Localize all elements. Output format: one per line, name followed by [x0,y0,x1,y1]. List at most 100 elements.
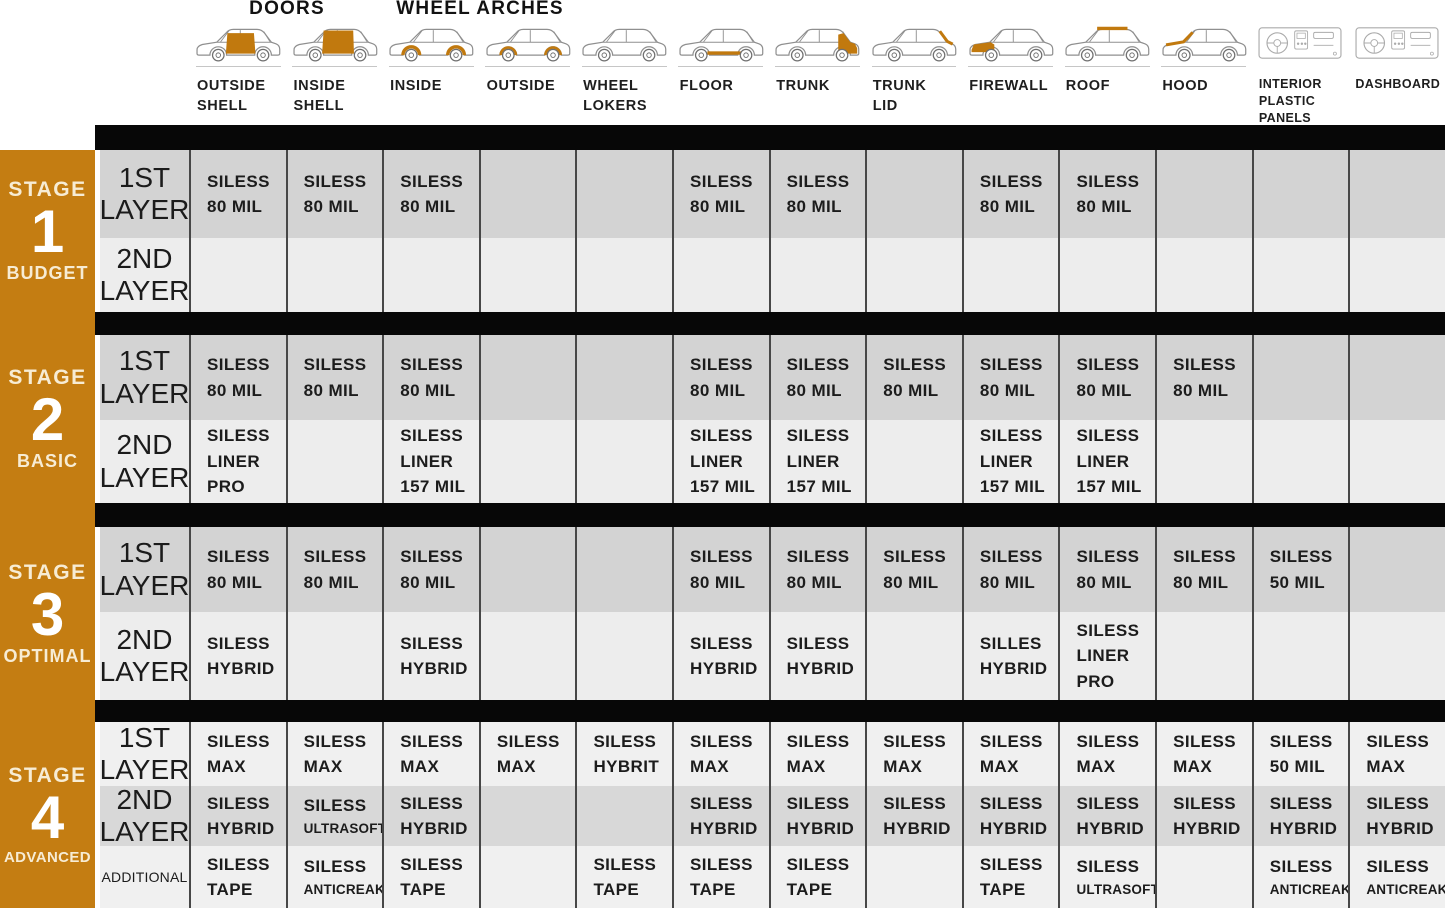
table-cell: SILESS MAX [672,722,769,786]
table-row: 2ND LAYER SILESS HYBRID SILESS ULTRASOFT SILE… [100,784,1445,847]
table-cell [478,150,576,238]
column-header-label: INTERIOR PLASTIC PANELS [1258,77,1322,125]
car-wheel-arches-inside-icon [385,21,477,65]
stage-number: 2 [30,386,65,453]
table-cell: SILESS 80 MIL [1058,150,1156,238]
table-cell: SILESS HYBRID [1058,786,1156,846]
table-cell: SILESS HYBRID [1155,786,1252,846]
table-cell: SILESS 80 MIL [768,527,866,612]
table-cell: SILESS TAPE [961,846,1059,908]
table-cell: SILESS MAX [285,722,383,786]
table-cell [575,612,673,700]
table-cell: SILESS MAX [382,722,479,786]
table-cell: SILESS HYBRID [961,786,1059,846]
table-cell: SILESS HYBRID [672,786,769,846]
stage-word: STAGE [8,560,87,584]
table-cell: SILESS MAX [768,722,866,786]
table-cell: SILESS MAX [1058,722,1156,786]
table-cell [961,238,1059,312]
table-cell [575,786,673,846]
table-cell [865,150,962,238]
table-cell: SILESS 80 MIL [285,335,383,420]
stage-separator-bar [95,503,1445,527]
car-ground-line [774,66,860,67]
table-cell: SILESS 80 MIL [768,335,866,420]
table-cell [1155,612,1252,700]
column-header-label: TRUNK [776,78,830,94]
stage-subtitle: OPTIMAL [3,645,92,666]
stage-2-label: STAGE 2 BASIC [0,312,95,503]
table-cell: SILESS HYBRID [865,786,962,846]
stages-table: STAGE 1 BUDGET STAGE 2 BASIC STAGE 3 OPTIMAL STAG… [0,150,1445,908]
header-column: HOOD [1155,21,1252,125]
table-cell: SILESS HYBRID [382,612,479,700]
stage-subtitle: BUDGET [6,263,89,283]
table-cell [478,527,576,612]
table-cell [1348,612,1445,700]
table-row: 2ND LAYER SILESS LINER PRO SILESS LINER 157 MI… [100,420,1445,503]
row-label: 2ND LAYER [100,612,189,700]
table-cell: SILESS 80 MIL [1058,527,1156,612]
table-cell: SILESS 80 MIL [382,335,479,420]
car-wheel-arches-outside-icon [482,21,574,65]
table-cell [1348,527,1445,612]
row-label: 1ST LAYER [100,150,189,238]
table-cell: SILESS TAPE [672,846,769,908]
table-cell: SILESS LINER 157 MIL [961,420,1059,503]
table-cell: SILESS 80 MIL [382,150,479,238]
car-wheel-lokers-icon [578,21,670,65]
header-separator-bar [95,125,1445,150]
table-cell [1251,335,1349,420]
header-column: OUTSIDE SHELL [190,21,287,125]
car-trunk-icon [771,21,863,65]
row-label: 2ND LAYER [100,420,189,503]
table-cell [575,420,673,503]
table-row: ADDITIONAL SILESS TAPE SILESS ANTICREAK SILES… [100,846,1445,908]
table-cell: SILESS HYBRID [189,786,286,846]
table-cell: SILESS ULTRASOFT [1058,846,1159,908]
table-cell: SILESS MAX [1155,722,1252,786]
table-cell [1251,238,1349,312]
column-header-label: OUTSIDE [486,78,556,94]
dashboard-icon [1351,21,1443,65]
row-label: 2ND LAYER [100,238,189,312]
table-row: 2ND LAYER SILESS HYBRID SILESS HYBRID SILESS H… [100,612,1445,700]
table-cell [575,238,673,312]
table-cell: SILESS 80 MIL [961,527,1059,612]
table-cell: SILESS ANTICREAK [1251,846,1351,908]
table-cell: SILESS HYBRID [768,612,866,700]
car-ground-line [388,66,474,67]
table-cell [672,238,769,312]
table-row: 1ST LAYER SILESS 80 MIL SILESS 80 MIL SILESS 8… [100,150,1445,238]
table-cell [478,612,576,700]
table-cell: SILESS HYBRID [672,612,769,700]
stage-word: STAGE [8,366,87,389]
table-cell: SILESS LINER 157 MIL [672,420,769,503]
header-column: INSIDE [383,21,480,125]
table-cell [1155,238,1252,312]
table-cell: SILESS 80 MIL [961,150,1059,238]
header-column: DASHBOARD [1348,21,1445,125]
row-label: 1ST LAYER [99,721,190,786]
car-ground-line [1064,66,1150,67]
table-cell: SILESS 80 MIL [1155,527,1252,612]
column-header-label: INSIDE [390,78,443,94]
table-cell: SILESS 80 MIL [189,335,286,420]
stage-separator-bar [95,312,1445,335]
row-label: 1ST LAYER [100,527,189,612]
table-cell [478,786,576,846]
table-row: 1ST LAYER SILESS MAX SILESS MAX SILESS MAX SILE… [100,722,1445,786]
table-cell [575,150,673,238]
table-cell: SILESS TAPE [189,846,286,908]
table-cell: SILESS 80 MIL [672,527,769,612]
car-doors-outside-shell-icon [192,21,284,65]
table-cell: SILESS TAPE [382,846,479,908]
table-cell: SILESS LINER 157 MIL [382,420,479,503]
table-cell [1251,612,1349,700]
table-cell [1348,420,1445,503]
column-header-label: DASHBOARD [1355,77,1441,91]
car-firewall-icon [965,21,1057,65]
stage-word: STAGE [8,764,87,787]
table-cell: SILESS TAPE [768,846,866,908]
table-cell: SILESS MAX [478,722,576,786]
